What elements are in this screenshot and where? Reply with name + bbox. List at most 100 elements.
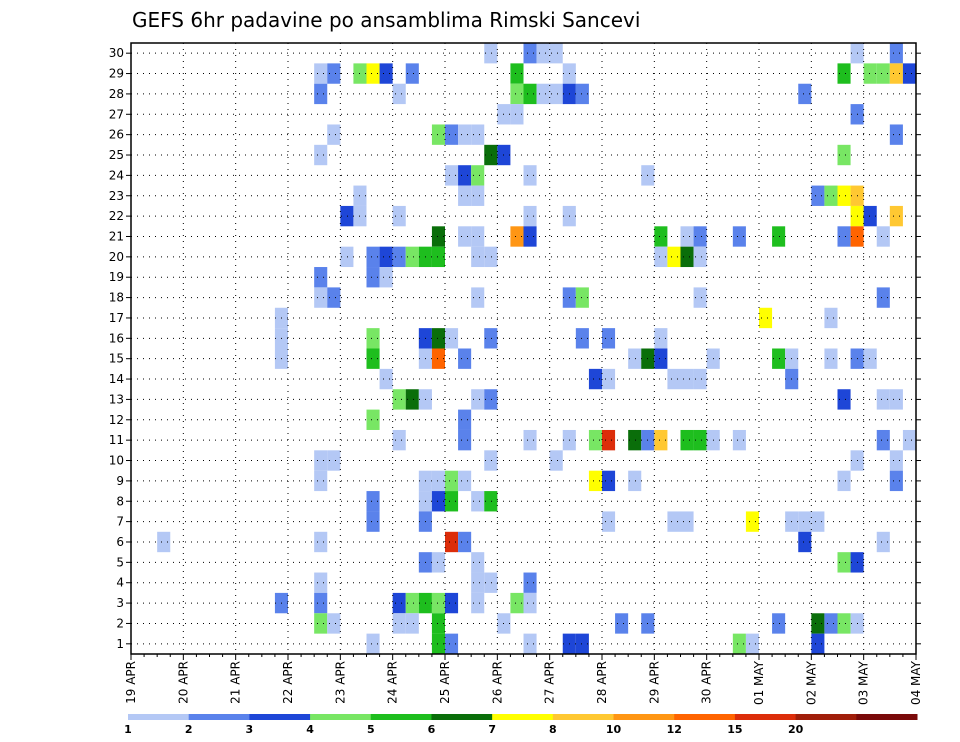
heatmap-cell	[523, 83, 537, 105]
heatmap-cell	[484, 328, 498, 349]
colorbar-label: 10	[606, 723, 622, 736]
y-axis-ticks: 1234567891011121314151617181920212223242…	[109, 46, 921, 651]
heatmap-cell	[536, 43, 550, 64]
colorbar-label: 4	[306, 723, 314, 736]
heatmap-cell	[824, 613, 838, 634]
heatmap-cell	[431, 592, 445, 614]
colorbar-swatch	[552, 714, 615, 720]
colorbar-swatch	[310, 714, 372, 720]
heatmap-cell	[327, 63, 341, 84]
y-tick-label: 27	[109, 107, 124, 121]
colorbar-label: 20	[788, 723, 804, 736]
heatmap-cell	[484, 144, 498, 166]
y-tick-label: 19	[109, 270, 124, 284]
heatmap-cell	[575, 328, 589, 349]
heatmap-cell	[523, 572, 537, 593]
colorbar-swatch	[370, 714, 432, 720]
heatmap-cell	[837, 613, 851, 634]
heatmap-cell	[431, 226, 445, 247]
x-tick-label: 28 APR	[595, 661, 609, 704]
x-tick-label: 02 MAY	[804, 660, 818, 705]
x-tick-label: 23 APR	[333, 661, 347, 704]
y-tick-label: 23	[109, 189, 124, 203]
heatmap-cell	[458, 185, 472, 206]
colorbar-label: 8	[549, 723, 557, 736]
heatmap-cell	[392, 592, 406, 614]
heatmap-cell	[523, 226, 537, 247]
heatmap-cell	[471, 124, 485, 145]
heatmap-cell	[405, 592, 419, 614]
y-tick-label: 26	[109, 128, 124, 142]
heatmap-cell	[549, 43, 563, 64]
heatmap-cell	[458, 470, 472, 492]
heatmap-cell	[431, 124, 445, 145]
heatmap-cell	[458, 409, 472, 430]
heatmap-cell	[837, 226, 851, 247]
heatmap-cell	[379, 368, 393, 390]
heatmap-cell	[602, 511, 616, 532]
heatmap-cell	[889, 43, 903, 64]
heatmap-cell	[484, 389, 498, 410]
heatmap-cell	[837, 470, 851, 492]
heatmap-cell	[811, 185, 825, 206]
heatmap-cell	[405, 389, 419, 410]
heatmap-cell	[510, 592, 524, 614]
x-tick-label: 03 MAY	[857, 660, 871, 705]
heatmap-cell	[484, 572, 498, 593]
heatmap-cell	[602, 328, 616, 349]
heatmap-cell	[340, 246, 354, 268]
heatmap-cell	[876, 287, 890, 308]
heatmap-cell	[471, 246, 485, 268]
heatmap-cell	[889, 124, 903, 145]
heatmap-cell	[628, 470, 642, 492]
heatmap-cell	[157, 531, 171, 553]
heatmap-cell	[445, 165, 459, 186]
y-tick-label: 9	[116, 474, 124, 488]
x-axis-ticks: 19 APR 20 APR 21 APR 22 APR 23 APR 24 APR 25 A…	[124, 654, 923, 705]
x-tick-label: 19 APR	[124, 661, 138, 704]
heatmap-cell	[863, 63, 877, 84]
heatmap-cell	[392, 613, 406, 634]
y-tick-label: 6	[116, 535, 124, 549]
heatmap-cell	[327, 124, 341, 145]
colorbar-swatch	[249, 714, 311, 720]
heatmap-cell	[876, 429, 890, 451]
colorbar-label: 3	[246, 723, 254, 736]
heatmap-cell	[431, 348, 445, 369]
heatmap-cell	[314, 267, 328, 288]
heatmap-cell	[732, 429, 746, 451]
heatmap-cell	[667, 368, 681, 390]
colorbar: 1 2 3 4 5 6 7 8 10 12 15 20	[124, 714, 918, 736]
heatmap-cell	[588, 368, 602, 390]
heatmap-cell	[798, 511, 812, 532]
heatmap-cell	[523, 429, 537, 451]
heatmap-cell	[314, 592, 328, 614]
heatmap-cell	[327, 613, 341, 634]
colorbar-swatch	[674, 714, 736, 720]
heatmap-cell	[549, 450, 563, 471]
heatmap-cell	[392, 205, 406, 227]
x-tick-label: 21 APR	[229, 661, 243, 704]
heatmap-cell	[693, 368, 707, 390]
heatmap-cell	[798, 531, 812, 553]
heatmap-cell	[431, 470, 445, 492]
heatmap-cell	[314, 613, 328, 634]
y-tick-label: 3	[116, 596, 124, 610]
y-tick-label: 25	[109, 148, 124, 162]
heatmap-cell	[405, 613, 419, 634]
heatmap-cell	[523, 205, 537, 227]
heatmap-cell	[667, 511, 681, 532]
heatmap-cell	[366, 491, 380, 512]
heatmap-cell	[445, 633, 459, 654]
x-tick-label: 29 APR	[647, 661, 661, 704]
colorbar-swatch	[128, 714, 190, 720]
heatmap-cell	[458, 165, 472, 186]
heatmap-cell	[405, 246, 419, 268]
heatmap-cell	[314, 287, 328, 308]
heatmap-cell	[811, 613, 825, 634]
heatmap-cell	[575, 633, 589, 654]
y-tick-label: 24	[109, 168, 124, 182]
heatmap-cell	[889, 205, 903, 227]
heatmap-cell	[458, 429, 472, 451]
